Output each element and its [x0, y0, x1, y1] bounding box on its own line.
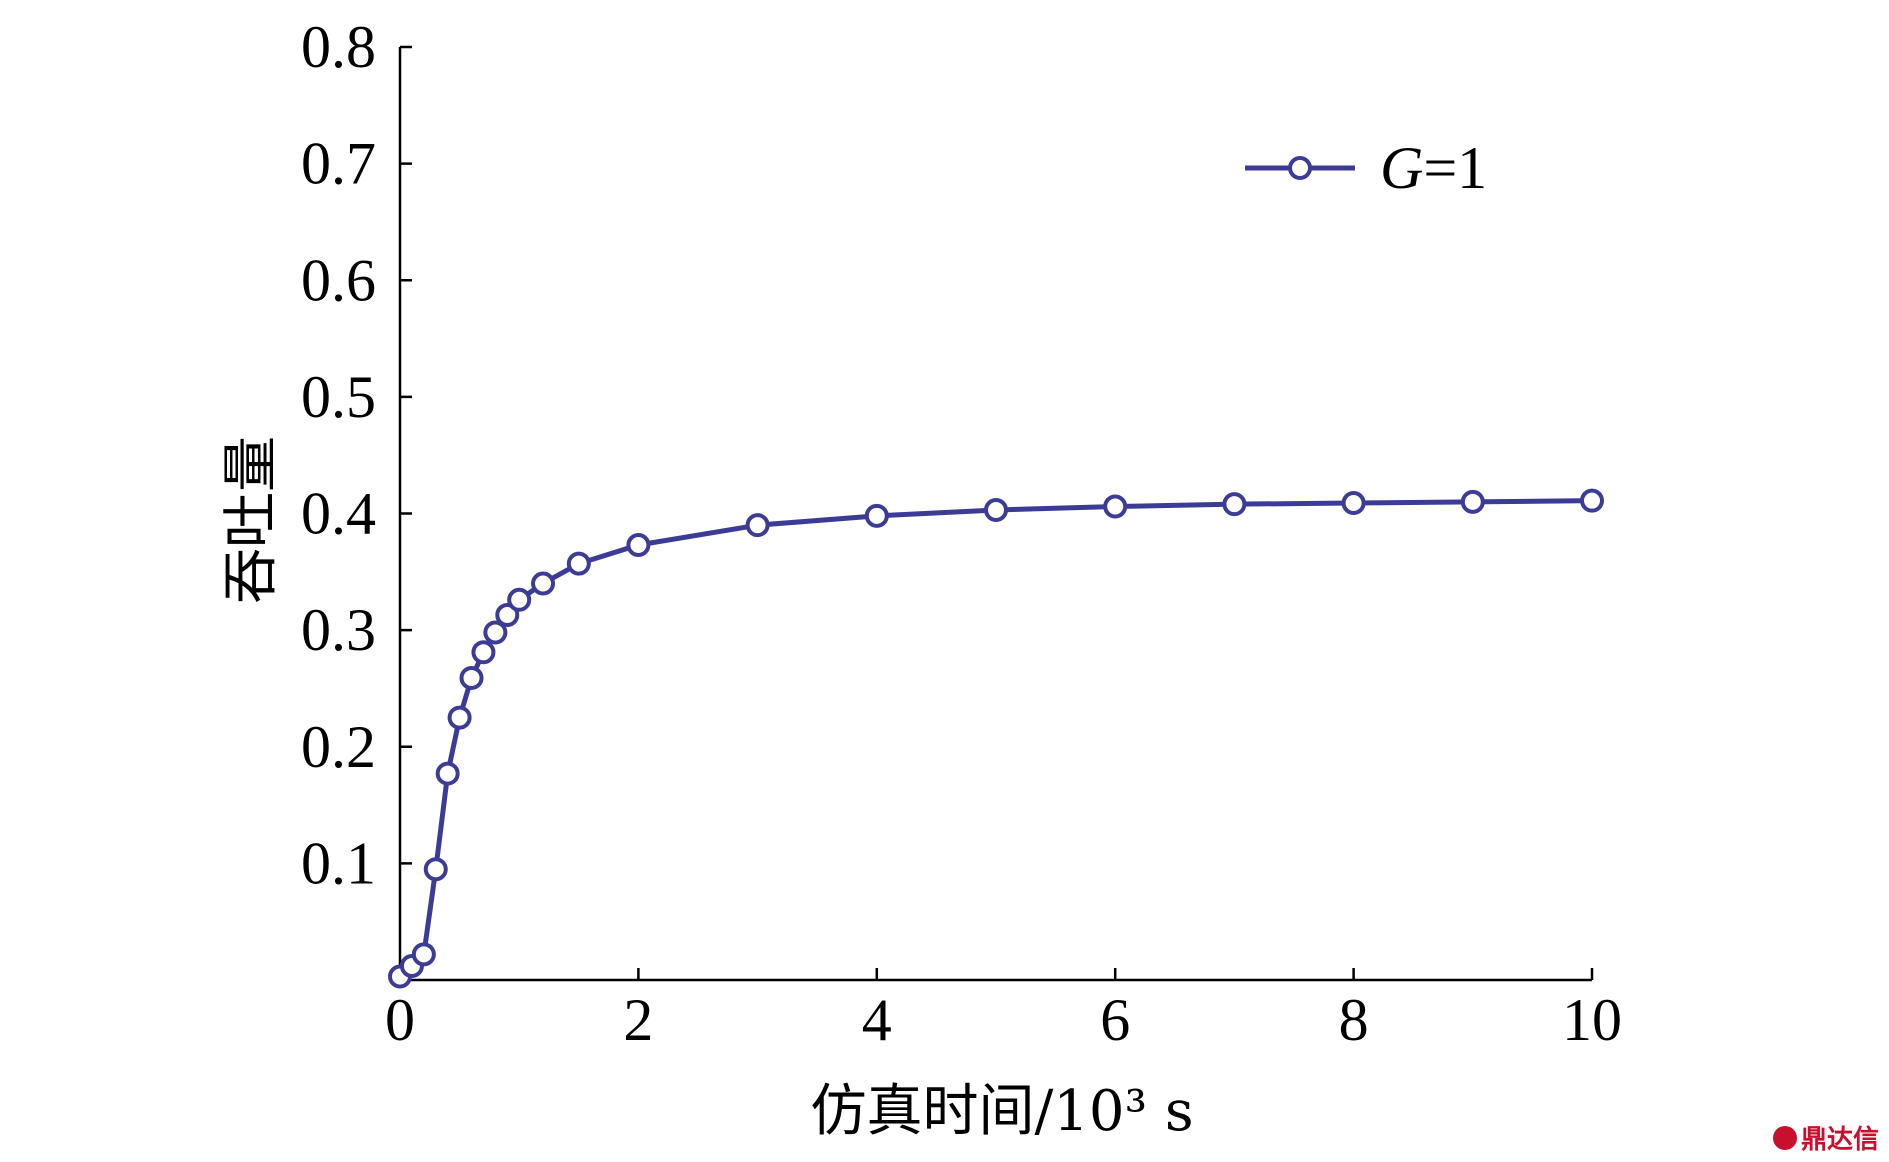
data-point: [459, 665, 484, 690]
y-axis-title: 吞吐量: [219, 436, 284, 604]
x-tick-label: 2: [623, 987, 653, 1053]
data-point: [566, 551, 591, 576]
x-tick-label: 6: [1100, 987, 1130, 1053]
data-point: [483, 620, 508, 645]
data-point: [745, 513, 770, 538]
legend-label-italic: G: [1380, 135, 1423, 201]
x-tick-label: 4: [862, 987, 892, 1053]
data-point: [495, 602, 520, 627]
legend-marker: [1288, 156, 1312, 180]
watermark-logo-icon: [1772, 1125, 1797, 1150]
y-tick-label: 0.5: [301, 364, 376, 430]
y-tick-label: 0.2: [301, 714, 376, 780]
y-axis-ticks: 0.1 0.2 0.3 0.4 0.5 0.6 0.7 0.8: [301, 14, 412, 896]
y-tick-label: 0.7: [301, 131, 376, 197]
watermark-text: 鼎达信: [1800, 1125, 1879, 1155]
x-axis-title: 仿真时间/10³ s: [810, 1079, 1193, 1144]
data-point: [411, 942, 436, 967]
y-tick-label: 0.4: [301, 481, 376, 547]
x-axis-ticks: 0 2 4 6 8 10: [385, 968, 1622, 1053]
data-point: [423, 857, 448, 882]
data-point: [864, 503, 889, 528]
data-point: [1222, 492, 1247, 517]
data-point: [471, 640, 496, 665]
data-point: [447, 705, 472, 730]
data-point: [435, 761, 460, 786]
y-tick-label: 0.6: [301, 247, 376, 313]
data-point: [626, 532, 651, 557]
y-tick-label: 0.3: [301, 597, 376, 663]
legend-label: G=1: [1380, 135, 1487, 201]
data-point: [1580, 488, 1604, 513]
legend: G=1: [1245, 135, 1487, 201]
series-line: [398, 498, 1593, 979]
x-tick-label: 0: [385, 987, 415, 1053]
data-point: [531, 571, 556, 596]
series-layer: [388, 488, 1604, 989]
y-tick-label: 0.8: [301, 14, 376, 80]
data-point: [984, 498, 1008, 523]
data-point: [1460, 489, 1485, 514]
data-point: [507, 587, 532, 612]
data-point: [1341, 491, 1366, 516]
x-tick-label: 10: [1562, 987, 1622, 1053]
y-tick-label: 0.1: [301, 830, 376, 896]
watermark: 鼎达信: [1772, 1119, 1879, 1156]
x-tick-label: 8: [1339, 987, 1369, 1053]
data-point: [1103, 494, 1128, 519]
legend-label-rest: =1: [1423, 135, 1487, 201]
